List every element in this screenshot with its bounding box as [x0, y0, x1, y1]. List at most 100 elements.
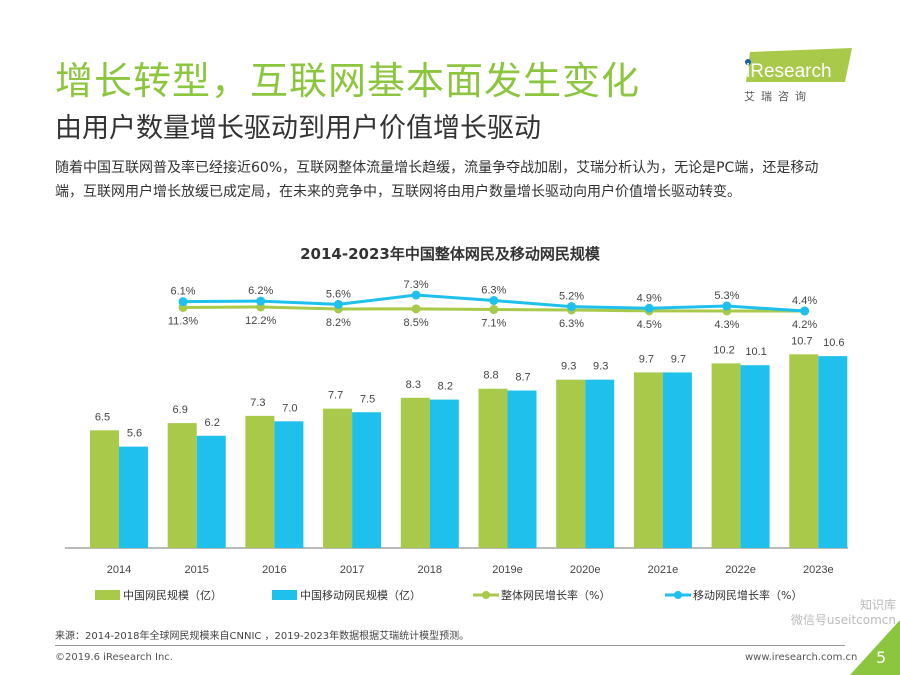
data-label: 7.3	[250, 397, 265, 409]
data-label: 6.5	[95, 411, 110, 423]
data-label: 6.2	[205, 417, 220, 429]
corner-decoration	[850, 620, 900, 675]
bar-total	[167, 423, 197, 548]
mobile-growth-point	[722, 301, 732, 311]
bar-total	[90, 430, 119, 548]
x-tick-label: 2017	[340, 564, 364, 576]
x-tick-label: 2016	[262, 564, 286, 576]
mobile-growth-point	[333, 299, 343, 309]
page-title: 增长转型，互联网基本面发生变化	[55, 59, 641, 103]
watermark-id: 微信号useitcomcn	[790, 613, 896, 627]
mobile-growth-point	[411, 290, 421, 300]
bar-total	[245, 415, 275, 548]
bar-mobile	[274, 421, 304, 548]
legend-label: 整体网民增长率（%）	[501, 588, 610, 602]
total-growth-label: 4.2%	[792, 319, 817, 331]
svg-text:艾瑞咨询: 艾瑞咨询	[744, 89, 812, 103]
copyright: ©2019.6 iResearch Inc.	[55, 652, 173, 663]
data-label: 9.3	[561, 361, 576, 373]
data-label: 10.7	[791, 335, 812, 347]
mobile-growth-label: 7.3%	[404, 279, 429, 291]
watermark-title: 知识库	[859, 598, 896, 612]
x-tick-label: 2021e	[648, 564, 679, 576]
mobile-growth-point	[800, 306, 810, 316]
bar-mobile	[740, 365, 770, 548]
data-label: 10.2	[713, 344, 734, 356]
mobile-growth-label: 4.4%	[792, 295, 817, 307]
bar-total	[400, 397, 430, 548]
intro-text: 随着中国互联网普及率已经接近60%，互联网整体流量增长趋缓，流量争夺战加剧，艾瑞…	[55, 160, 819, 200]
source-note: 来源：2014-2018年全球网民规模来自CNNIC ，2019-2023年数据…	[55, 631, 470, 642]
bar-total	[556, 379, 586, 548]
page-number: 5	[876, 648, 887, 667]
data-label: 9.3	[593, 361, 608, 373]
data-label: 9.7	[671, 353, 686, 365]
data-label: 7.0	[282, 402, 297, 414]
bar-total	[711, 363, 741, 548]
data-label: 5.6	[127, 428, 142, 440]
mobile-growth-label: 5.3%	[714, 290, 739, 302]
bar-mobile	[818, 356, 848, 548]
legend-marker	[674, 591, 682, 599]
total-growth-point	[411, 304, 421, 314]
website-link[interactable]: www.iresearch.com.cn	[745, 652, 858, 663]
data-label: 8.8	[483, 370, 498, 382]
legend-swatch	[272, 590, 297, 600]
legend-label: 中国移动网民规模（亿）	[300, 588, 421, 602]
mobile-growth-label: 5.2%	[559, 291, 584, 303]
data-label: 9.7	[639, 353, 654, 365]
bar-mobile	[429, 399, 459, 548]
mobile-growth-point	[489, 296, 499, 306]
data-label: 7.7	[328, 390, 343, 402]
bar-total	[789, 354, 819, 548]
mobile-growth-label: 6.3%	[481, 285, 506, 297]
total-growth-label: 11.3%	[168, 315, 199, 327]
bar-total	[323, 408, 353, 548]
x-tick-label: 2020e	[570, 564, 601, 576]
mobile-growth-point	[256, 296, 266, 306]
mobile-growth-label: 4.9%	[637, 292, 662, 304]
legend-label: 中国网民规模（亿）	[123, 588, 222, 602]
total-growth-label: 4.5%	[637, 319, 662, 331]
legend-label: 移动网民增长率（%）	[693, 588, 802, 602]
data-label: 8.3	[406, 379, 421, 391]
chart-title: 2014-2023年中国整体网民及移动网民规模	[300, 245, 600, 263]
total-growth-label: 4.3%	[714, 319, 739, 331]
legend-swatch	[95, 590, 120, 600]
iresearch-logo: iResearch 艾瑞咨询	[742, 48, 854, 108]
x-tick-label: 2014	[107, 564, 131, 576]
total-growth-point	[489, 305, 499, 315]
bar-mobile	[352, 412, 382, 548]
x-tick-label: 2019e	[492, 564, 523, 576]
mobile-growth-point	[644, 303, 654, 313]
bar-mobile	[196, 435, 226, 548]
data-label: 10.1	[745, 346, 766, 358]
data-label: 6.9	[173, 404, 188, 416]
data-label: 10.6	[823, 337, 844, 349]
bar-mobile	[507, 390, 537, 548]
x-tick-label: 2022e	[725, 564, 756, 576]
total-growth-label: 8.2%	[326, 317, 351, 329]
bar-mobile	[662, 372, 692, 548]
data-label: 7.5	[360, 393, 375, 405]
x-tick-label: 2023e	[803, 564, 834, 576]
mobile-growth-label: 6.1%	[170, 286, 195, 298]
mobile-growth-label: 6.2%	[248, 285, 273, 297]
mobile-growth-point	[567, 302, 576, 312]
data-label: 8.7	[515, 372, 530, 384]
bar-mobile	[585, 379, 615, 548]
total-growth-label: 6.3%	[559, 318, 584, 330]
bar-total	[478, 388, 508, 548]
mobile-growth-label: 5.6%	[326, 288, 351, 300]
x-tick-label: 2015	[184, 564, 208, 576]
divider	[55, 645, 845, 646]
bar-total	[633, 372, 663, 548]
data-label: 8.2	[438, 381, 453, 393]
total-growth-label: 7.1%	[481, 318, 506, 330]
total-growth-label: 12.2%	[245, 315, 276, 327]
watermark: 知识库 微信号useitcomcn	[791, 598, 896, 628]
mobile-growth-point	[178, 297, 188, 307]
legend-marker	[482, 591, 490, 599]
total-growth-label: 8.5%	[404, 317, 429, 329]
